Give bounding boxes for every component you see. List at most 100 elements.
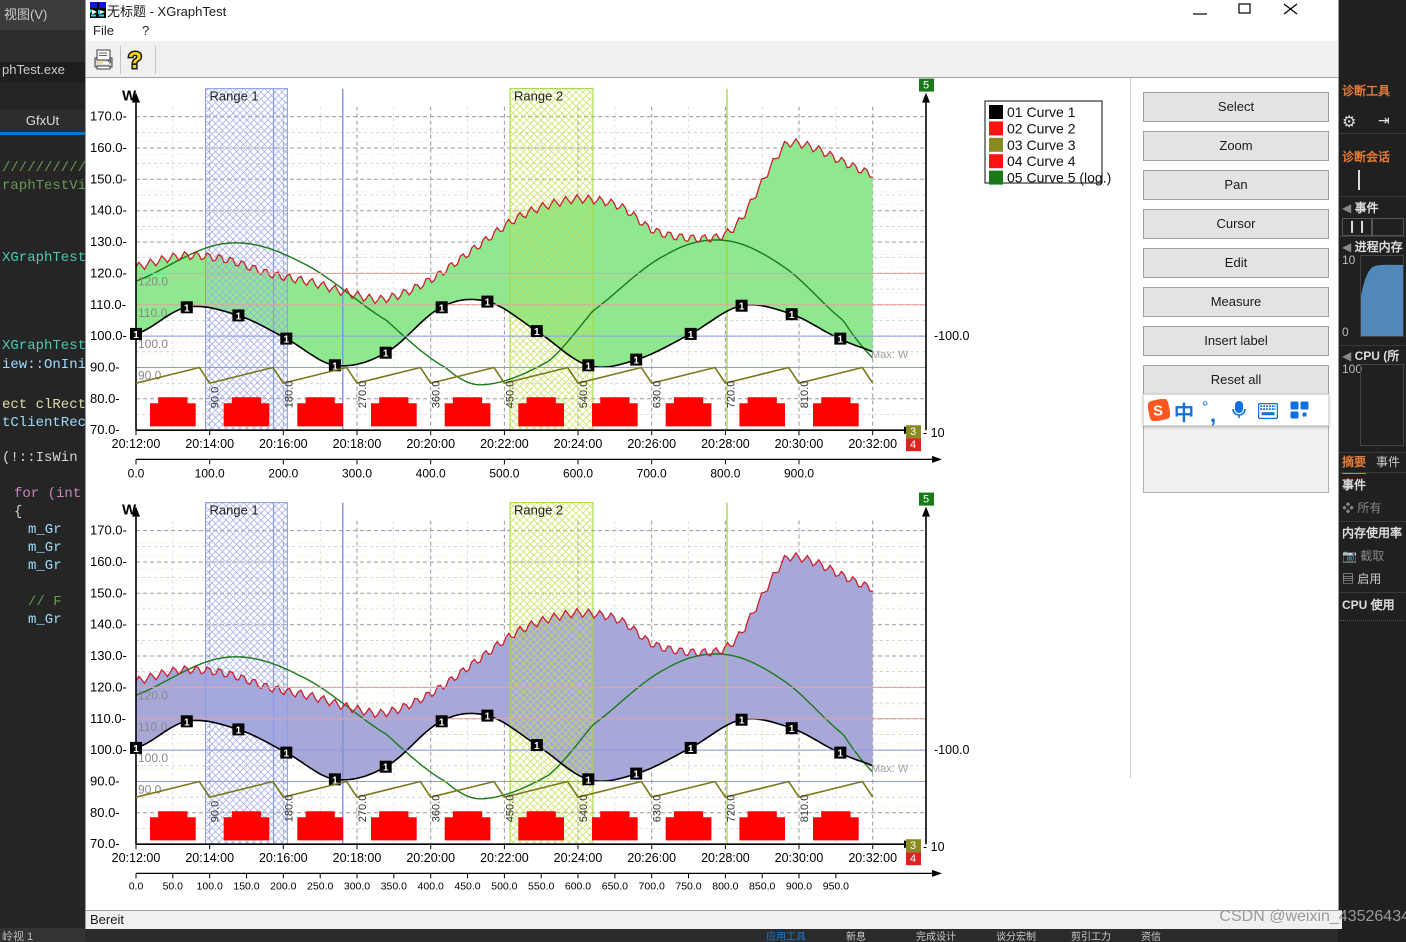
svg-text:20:24:00: 20:24:00	[554, 437, 603, 451]
svg-text:130.0-: 130.0-	[90, 234, 127, 249]
svg-text:W: W	[122, 502, 137, 519]
svg-text:700.0: 700.0	[639, 880, 665, 892]
svg-text:810.0: 810.0	[799, 795, 811, 823]
svg-text:S: S	[1153, 403, 1163, 420]
svg-text:1: 1	[739, 302, 745, 313]
svg-text:160.0-: 160.0-	[90, 140, 127, 155]
svg-text:20:26:00: 20:26:00	[627, 437, 676, 451]
svg-text:900.0: 900.0	[786, 880, 812, 892]
svg-text:150.0-: 150.0-	[90, 585, 127, 600]
svg-text:04 Curve 4: 04 Curve 4	[1007, 153, 1076, 169]
svg-text:Range 1: Range 1	[210, 503, 259, 518]
svg-text:140.0-: 140.0-	[90, 617, 127, 632]
svg-text:120.0: 120.0	[138, 274, 168, 288]
svg-text:02 Curve 2: 02 Curve 2	[1007, 120, 1076, 136]
svg-text:950.0: 950.0	[823, 880, 849, 892]
svg-text:120.0-: 120.0-	[90, 679, 127, 694]
svg-text:720.0: 720.0	[725, 381, 737, 409]
svg-text:800.0: 800.0	[712, 880, 738, 892]
svg-text:20:14:00: 20:14:00	[185, 851, 234, 865]
svg-text:80.0-: 80.0-	[90, 805, 120, 820]
svg-text:Range 1: Range 1	[210, 89, 259, 104]
svg-text:20:22:00: 20:22:00	[480, 851, 529, 865]
svg-text:20:22:00: 20:22:00	[480, 437, 529, 451]
svg-text:-100.0: -100.0	[934, 743, 969, 757]
svg-text:1: 1	[184, 303, 190, 314]
svg-text:0.0: 0.0	[128, 466, 145, 480]
svg-text:05 Curve 5 (log.): 05 Curve 5 (log.)	[1007, 170, 1111, 186]
svg-text:120.0: 120.0	[138, 688, 168, 702]
svg-text:540.0: 540.0	[578, 381, 590, 409]
svg-text:800.0: 800.0	[710, 466, 740, 480]
svg-text:70.0-: 70.0-	[90, 836, 120, 851]
svg-text:1: 1	[284, 335, 290, 346]
svg-text:1: 1	[789, 310, 795, 321]
svg-text:03 Curve 3: 03 Curve 3	[1007, 137, 1076, 153]
svg-text:1: 1	[633, 770, 639, 781]
svg-text:90.0: 90.0	[210, 387, 222, 408]
svg-text:450.0: 450.0	[504, 795, 516, 823]
svg-text:360.0: 360.0	[431, 795, 443, 823]
svg-text:20:24:00: 20:24:00	[554, 851, 603, 865]
svg-text:20:16:00: 20:16:00	[259, 437, 308, 451]
svg-text:50.0: 50.0	[163, 880, 184, 892]
svg-text:1: 1	[485, 298, 491, 309]
svg-text:20:28:00: 20:28:00	[701, 851, 750, 865]
svg-text:- 10: - 10	[923, 426, 945, 440]
svg-text:20:28:00: 20:28:00	[701, 437, 750, 451]
svg-text:400.0: 400.0	[418, 880, 444, 892]
svg-text:110.0: 110.0	[138, 720, 167, 734]
svg-text:120.0-: 120.0-	[90, 265, 127, 280]
svg-text:20:18:00: 20:18:00	[333, 437, 382, 451]
svg-text:1: 1	[633, 356, 639, 367]
svg-text:450.0: 450.0	[454, 880, 480, 892]
svg-text:180.0: 180.0	[283, 795, 295, 823]
svg-text:- 10: - 10	[923, 840, 945, 854]
svg-text:1: 1	[439, 717, 445, 728]
svg-text:3: 3	[910, 840, 916, 852]
svg-text:810.0: 810.0	[799, 381, 811, 409]
svg-text:100.0-: 100.0-	[90, 328, 127, 343]
svg-text:20:12:00: 20:12:00	[112, 437, 161, 451]
svg-text:1: 1	[236, 725, 242, 736]
svg-text:90.0-: 90.0-	[90, 360, 120, 375]
svg-text:20:32:00: 20:32:00	[848, 851, 897, 865]
svg-text:150.0-: 150.0-	[90, 171, 127, 186]
svg-text:1: 1	[688, 744, 694, 755]
svg-text:110.0-: 110.0-	[90, 711, 126, 726]
svg-text:1: 1	[789, 724, 795, 735]
svg-text:100.0-: 100.0-	[90, 742, 127, 757]
svg-text:110.0: 110.0	[138, 306, 167, 320]
svg-text:400.0: 400.0	[416, 466, 446, 480]
svg-text:20:30:00: 20:30:00	[775, 437, 824, 451]
svg-text:700.0: 700.0	[637, 466, 667, 480]
svg-text:20:14:00: 20:14:00	[185, 437, 234, 451]
svg-text:1: 1	[383, 763, 389, 774]
svg-text:1: 1	[534, 327, 540, 338]
svg-text:630.0: 630.0	[652, 795, 664, 823]
svg-text:270.0: 270.0	[357, 381, 369, 409]
svg-text:500.0: 500.0	[491, 880, 517, 892]
svg-text:1: 1	[838, 335, 844, 346]
svg-text:110.0-: 110.0-	[90, 297, 126, 312]
svg-text:90.0: 90.0	[210, 801, 222, 822]
svg-text:1: 1	[284, 749, 290, 760]
svg-text:1: 1	[236, 311, 242, 322]
svg-text:Max: W: Max: W	[871, 763, 909, 775]
svg-text:-100.0: -100.0	[934, 329, 969, 343]
svg-text:5: 5	[923, 494, 929, 506]
svg-text:720.0: 720.0	[725, 795, 737, 823]
svg-text:1: 1	[838, 749, 844, 760]
svg-text:100.0: 100.0	[138, 751, 168, 765]
svg-text:650.0: 650.0	[602, 880, 628, 892]
svg-text:1: 1	[688, 330, 694, 341]
svg-text:1: 1	[739, 716, 745, 727]
svg-text:70.0-: 70.0-	[90, 422, 120, 437]
svg-text:850.0: 850.0	[749, 880, 775, 892]
svg-text:5: 5	[923, 80, 929, 92]
svg-text:170.0-: 170.0-	[90, 109, 127, 124]
svg-text:1: 1	[133, 744, 139, 755]
svg-text:1: 1	[485, 712, 491, 723]
svg-text:350.0: 350.0	[381, 880, 407, 892]
svg-text:500.0: 500.0	[489, 466, 519, 480]
